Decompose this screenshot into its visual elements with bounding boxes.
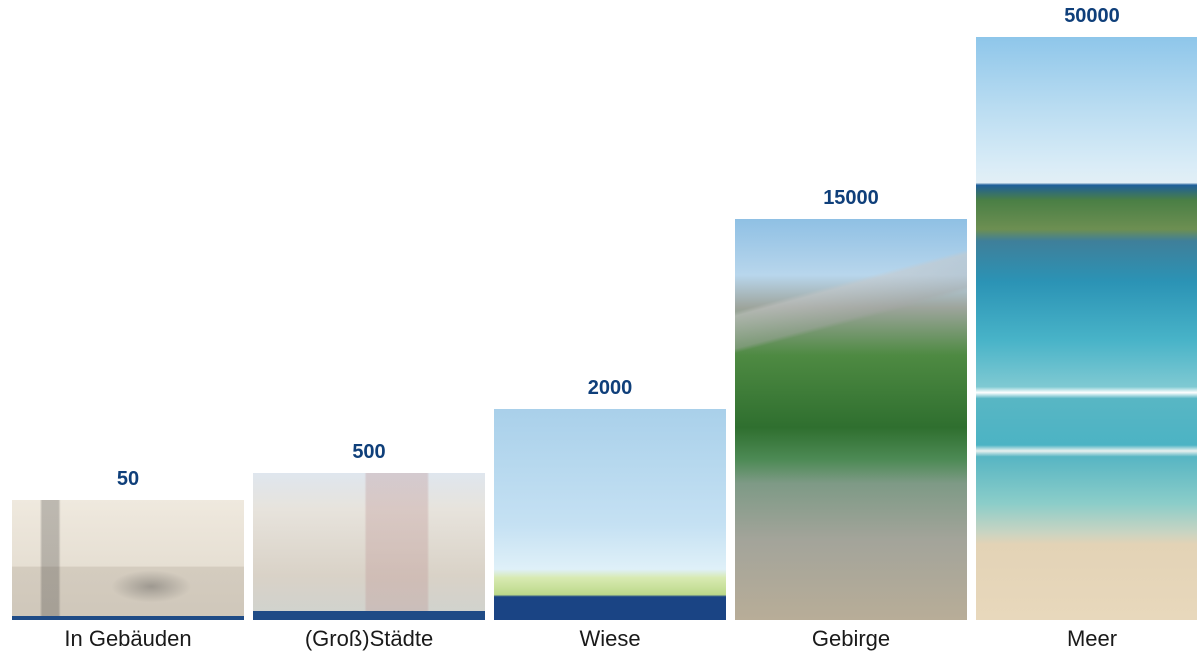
category-label-indoor: In Gebäuden xyxy=(64,626,192,651)
value-label-city: 500 xyxy=(352,441,386,463)
category-label-mountain: Gebirge xyxy=(811,626,891,651)
value-label-mountain: 15000 xyxy=(823,187,879,209)
bar-baseline xyxy=(12,616,244,620)
bar-indoor xyxy=(12,500,244,620)
value-label-meadow: 2000 xyxy=(587,377,633,399)
bar-baseline xyxy=(253,611,485,620)
bar-meadow xyxy=(494,409,726,620)
category-label-meadow: Wiese xyxy=(579,626,641,651)
value-label-indoor: 50 xyxy=(116,468,140,490)
bar-mountain xyxy=(735,219,967,620)
bar-city xyxy=(253,473,485,620)
bar-sea xyxy=(976,37,1197,620)
category-label-city: (Groß)Städte xyxy=(304,626,434,651)
value-label-sea: 50000 xyxy=(1064,5,1120,27)
category-label-sea: Meer xyxy=(1066,626,1118,651)
